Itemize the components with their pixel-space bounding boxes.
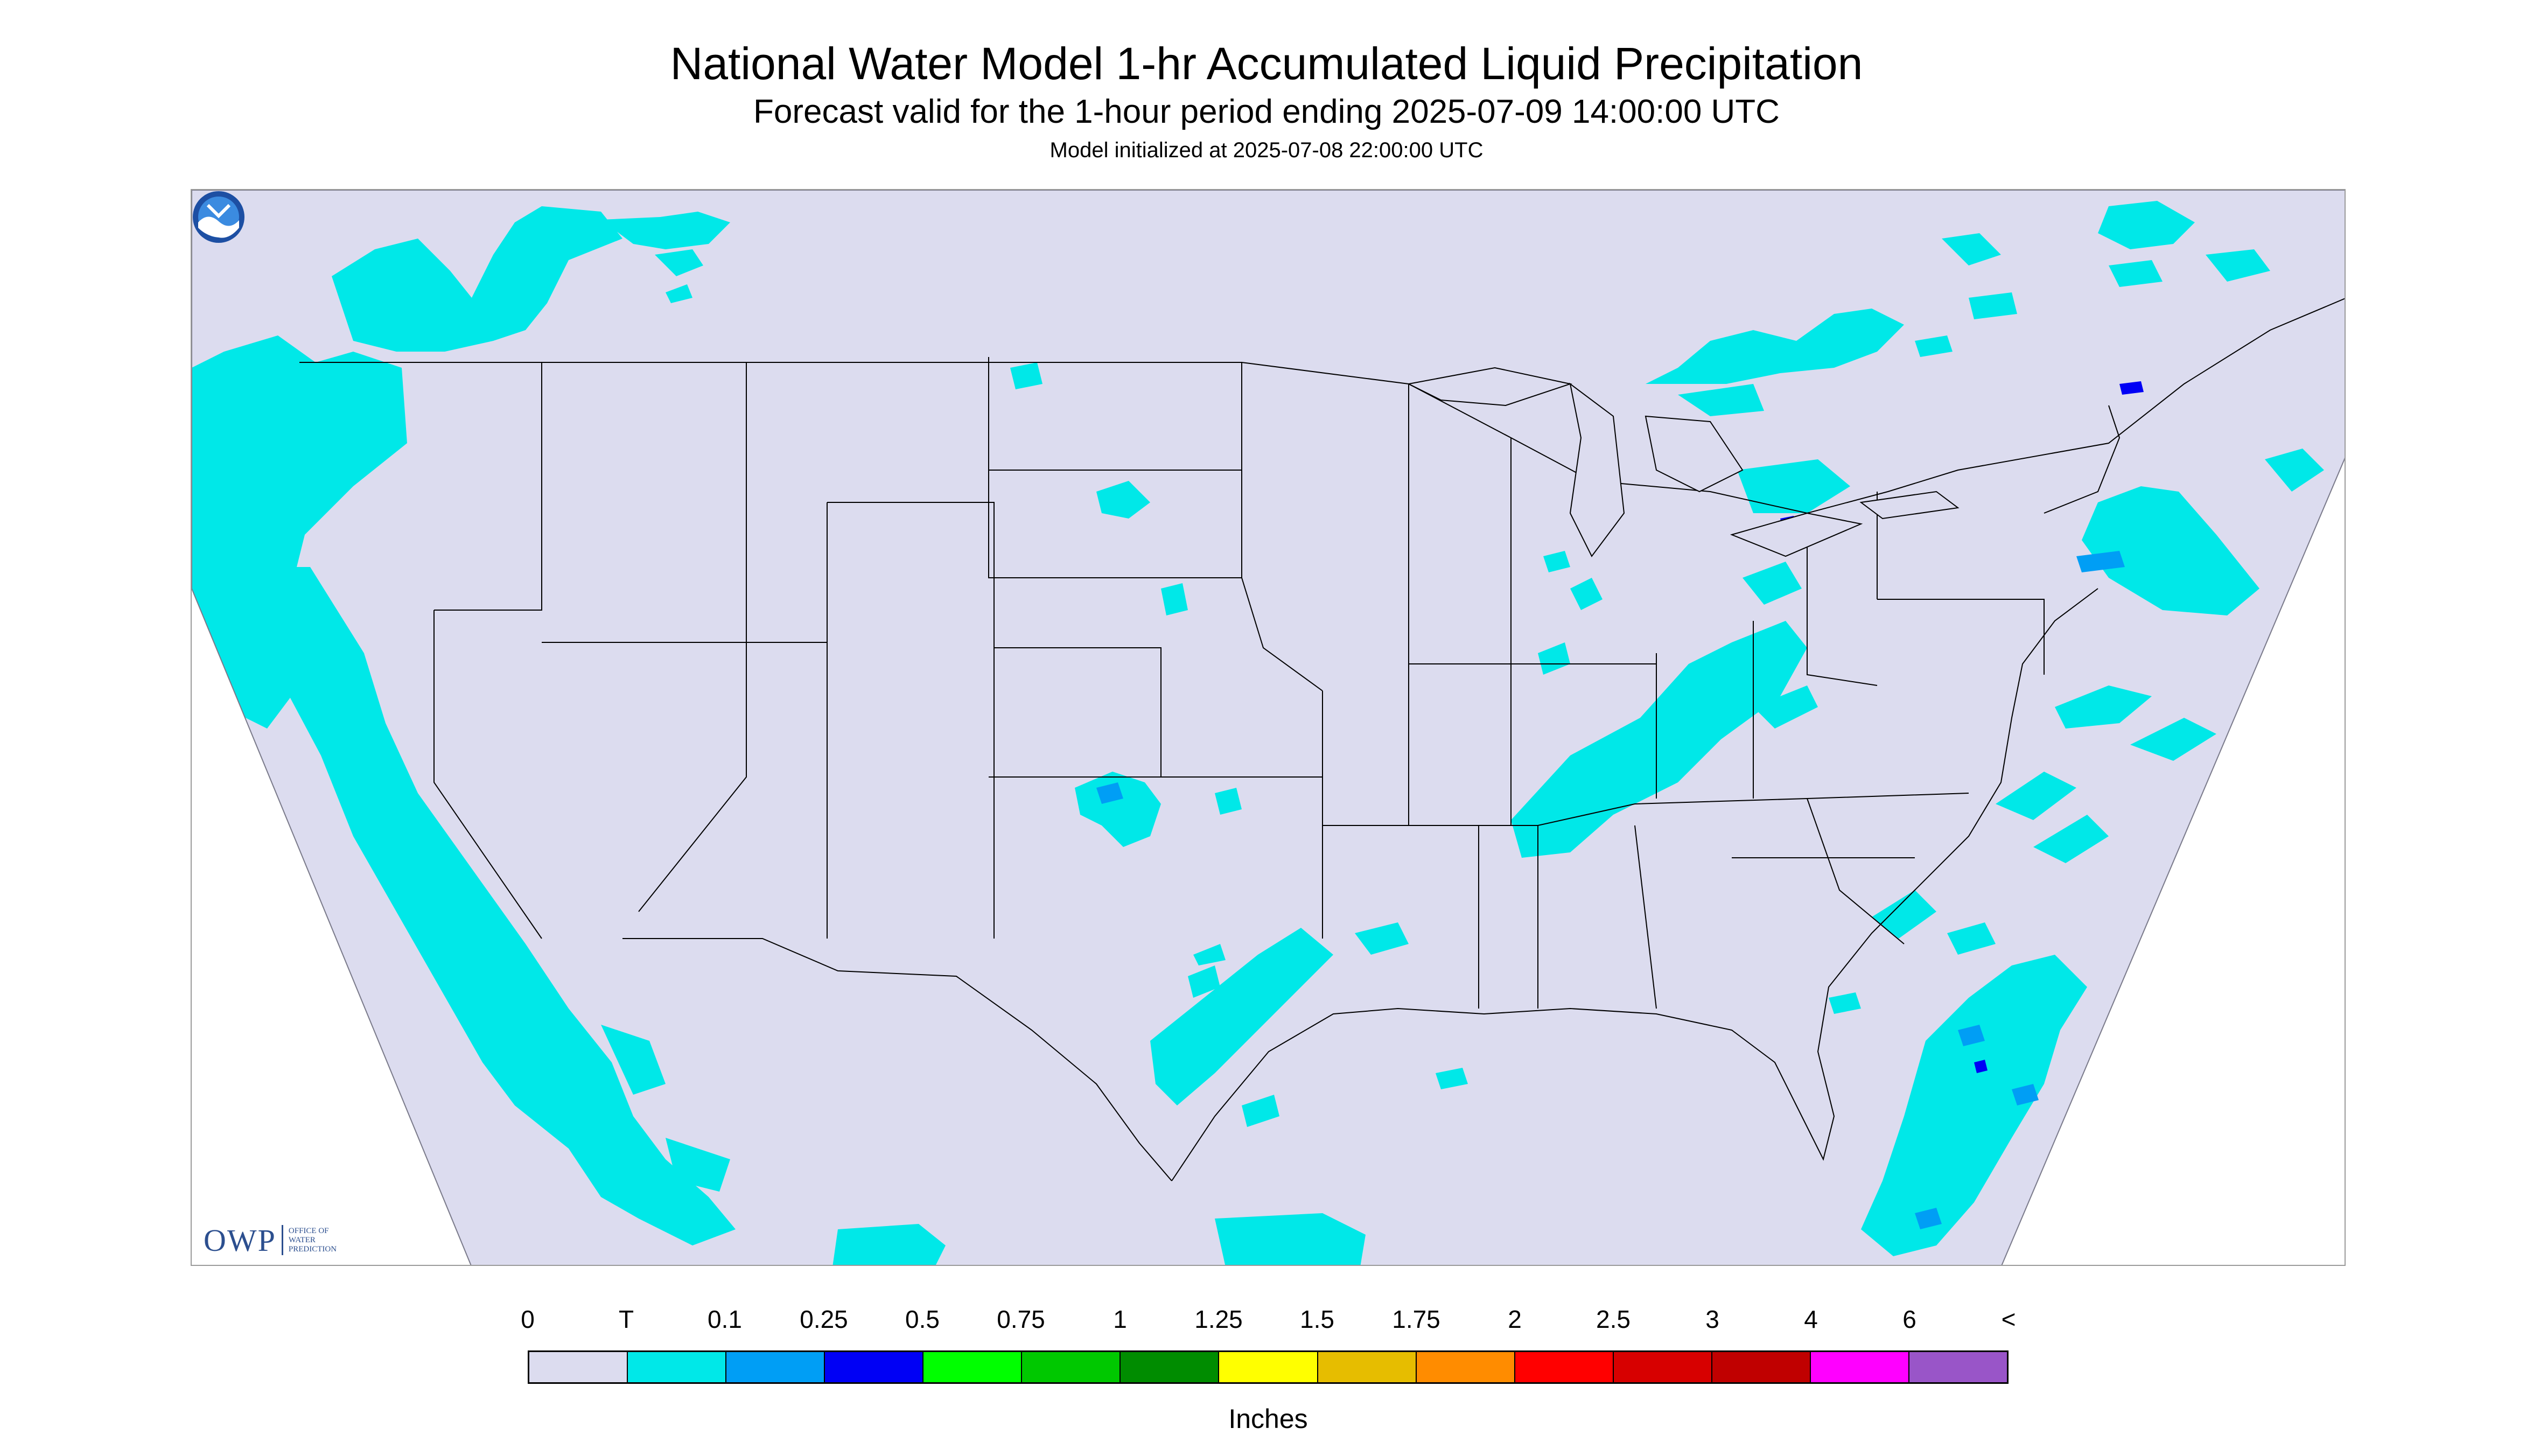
colorbar-label: 0 (521, 1305, 535, 1333)
precip-california-coast (251, 567, 736, 1245)
precip-south-offshore (1215, 1213, 1366, 1265)
precipitation-map: OWP OFFICE OF WATER PREDICTION (191, 189, 2346, 1266)
colorbar-label: 1.75 (1392, 1305, 1440, 1333)
precip-pacific-northwest (192, 335, 407, 729)
noaa-logo-icon (193, 191, 244, 243)
colorbar-label: 2.5 (1596, 1305, 1631, 1333)
colorbar-swatch (1712, 1352, 1811, 1382)
colorbar (528, 1350, 2009, 1384)
colorbar-label: 6 (1902, 1305, 1916, 1333)
colorbar-label: 1 (1113, 1305, 1127, 1333)
colorbar-swatch (1810, 1352, 1909, 1382)
map-canvas (192, 190, 2345, 1265)
precip-great-lakes (1737, 459, 1850, 513)
owp-logo-text: OFFICE OF WATER PREDICTION (288, 1226, 337, 1254)
great-lakes (1407, 367, 1960, 557)
colorbar-swatch (1121, 1352, 1220, 1382)
colorbar-label: 0.75 (997, 1305, 1045, 1333)
precip-ohio-valley (1511, 621, 1807, 858)
precip-atlantic (2055, 685, 2152, 729)
state-borders (299, 297, 2345, 1181)
colorbar-swatch (923, 1352, 1023, 1382)
colorbar-swatch (825, 1352, 924, 1382)
precip-texas-gulf (1150, 928, 1333, 1105)
precip-areas (192, 201, 2324, 1265)
colorbar-swatch (1515, 1352, 1614, 1382)
colorbar-swatch (529, 1352, 628, 1382)
chart-title: National Water Model 1-hr Accumulated Li… (670, 38, 1863, 89)
precip-bc-coast (332, 206, 622, 352)
owp-logo: OWP OFFICE OF WATER PREDICTION (204, 1221, 337, 1259)
colorbar-swatch (628, 1352, 727, 1382)
colorbar-label: < (2001, 1305, 2016, 1333)
colorbar-label: 3 (1705, 1305, 1719, 1333)
precip-light (1096, 551, 2125, 1229)
colorbar-swatch (726, 1352, 825, 1382)
colorbar-labels: 0 T 0.1 0.25 0.5 0.75 1 1.25 1.5 1.75 2 … (521, 1303, 2533, 1335)
owp-logo-mark: OWP (204, 1222, 276, 1258)
precip-oklahoma (1075, 772, 1161, 847)
precip-new-england (2082, 486, 2259, 615)
colorbar-label: 0.5 (905, 1305, 940, 1333)
colorbar-label: 4 (1804, 1305, 1818, 1333)
colorbar-units: Inches (1228, 1404, 1308, 1434)
colorbar-label: 1.25 (1194, 1305, 1243, 1333)
colorbar-label: T (618, 1305, 634, 1333)
colorbar-swatch (1416, 1352, 1515, 1382)
colorbar-swatch (1909, 1352, 2007, 1382)
precip-north-bc (601, 212, 730, 249)
colorbar-label: 2 (1508, 1305, 1522, 1333)
colorbar-swatch (1613, 1352, 1712, 1382)
colorbar-swatch (1318, 1352, 1417, 1382)
colorbar-swatch (1219, 1352, 1318, 1382)
colorbar-swatch (1022, 1352, 1121, 1382)
model-domain (192, 190, 2345, 1265)
colorbar-label: 0.25 (800, 1305, 848, 1333)
colorbar-label: 1.5 (1300, 1305, 1334, 1333)
model-init-time: Model initialized at 2025-07-08 22:00:00… (1049, 138, 1484, 162)
precip-southeast-offshore (1861, 955, 2087, 1256)
chart-subtitle: Forecast valid for the 1-hour period end… (753, 93, 1780, 130)
owp-logo-divider (281, 1225, 283, 1255)
colorbar-label: 0.1 (708, 1305, 742, 1333)
precip-quebec (1646, 309, 1904, 384)
